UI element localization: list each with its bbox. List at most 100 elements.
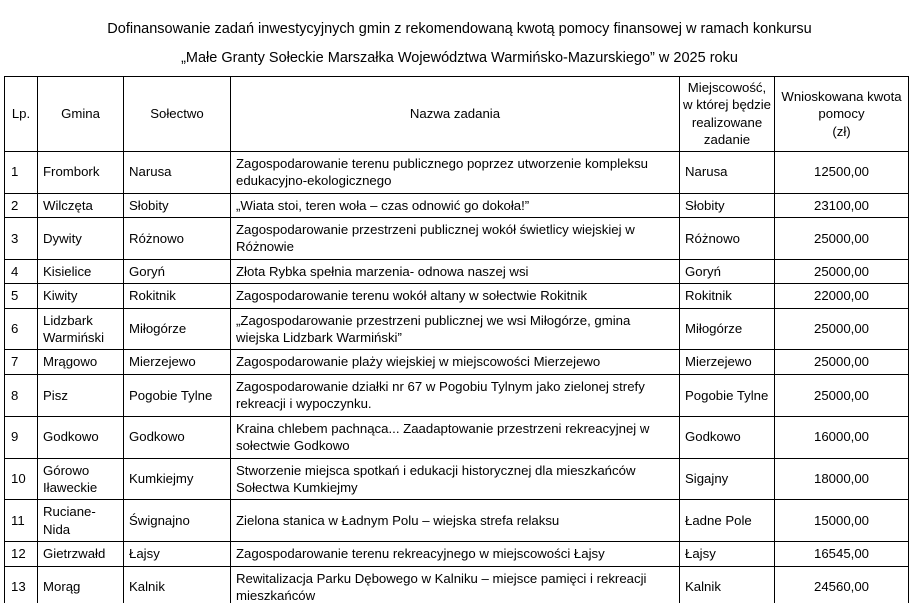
cell-lp: 7 [4,349,38,375]
cell-kwota: 25000,00 [774,349,909,375]
document-title-line2: „Małe Granty Sołeckie Marszałka Wojewódz… [181,50,738,66]
cell-kwota: 16545,00 [774,541,909,567]
cell-gmina: Górowo Iławeckie [37,457,124,501]
cell-kwota: 12500,00 [774,150,909,194]
header-lp: Lp. [4,76,38,152]
cell-miejscowosc: Mierzejewo [679,349,775,375]
cell-lp: 6 [4,307,38,351]
table-row: 8 Pisz Pogobie Tylne Zagospodarowanie dz… [4,373,909,417]
cell-kwota: 23100,00 [774,192,909,218]
cell-nazwa-zadania: „Zagospodarowanie przestrzeni publicznej… [230,307,680,351]
cell-solectwo: Kalnik [123,565,231,603]
cell-nazwa-zadania: Złota Rybka spełnia marzenia- odnowa nas… [230,258,680,285]
cell-miejscowosc: Słobity [679,192,775,218]
cell-nazwa-zadania: Kraina chlebem pachnąca... Zaadaptowanie… [230,415,680,459]
cell-solectwo: Miłogórze [123,307,231,351]
cell-nazwa-zadania: Zagospodarowanie przestrzeni publicznej … [230,216,680,260]
table-row: 1 Frombork Narusa Zagospodarowanie teren… [4,150,909,194]
table-row: 9 Godkowo Godkowo Kraina chlebem pachnąc… [4,415,909,459]
header-miejscowosc: Miejscowość, w której będzie realizowane… [679,76,775,152]
cell-lp: 11 [4,499,38,543]
cell-miejscowosc: Godkowo [679,415,775,459]
header-wnioskowana-kwota: Wnioskowana kwota pomocy (zł) [774,76,909,152]
table-row: 5 Kiwity Rokitnik Zagospodarowanie teren… [4,283,909,309]
document-title: Dofinansowanie zadań inwestycyjnych gmin… [0,0,919,73]
cell-gmina: Wilczęta [37,192,124,218]
cell-miejscowosc: Miłogórze [679,307,775,351]
cell-gmina: Mrągowo [37,349,124,375]
header-gmina: Gmina [37,76,124,152]
cell-kwota: 18000,00 [774,457,909,501]
cell-miejscowosc: Różnowo [679,216,775,260]
cell-nazwa-zadania: Zagospodarowanie terenu publicznego popr… [230,150,680,194]
document-title-line1: Dofinansowanie zadań inwestycyjnych gmin… [107,21,812,37]
cell-kwota: 22000,00 [774,283,909,309]
cell-lp: 13 [4,565,38,603]
grants-table: Lp. Gmina Sołectwo Nazwa zadania Miejsco… [4,76,909,603]
cell-lp: 3 [4,216,38,260]
cell-solectwo: Kumkiejmy [123,457,231,501]
cell-kwota: 16000,00 [774,415,909,459]
cell-miejscowosc: Kalnik [679,565,775,603]
cell-gmina: Lidzbark Warmiński [37,307,124,351]
cell-solectwo: Łajsy [123,541,231,567]
cell-solectwo: Pogobie Tylne [123,373,231,417]
table-row: 12 Gietrzwałd Łajsy Zagospodarowanie ter… [4,541,909,567]
cell-nazwa-zadania: Zagospodarowanie terenu wokół altany w s… [230,283,680,309]
cell-lp: 1 [4,150,38,194]
cell-kwota: 25000,00 [774,258,909,285]
cell-gmina: Frombork [37,150,124,194]
table-row: 3 Dywity Różnowo Zagospodarowanie przest… [4,216,909,260]
cell-kwota: 24560,00 [774,565,909,603]
cell-solectwo: Różnowo [123,216,231,260]
cell-solectwo: Godkowo [123,415,231,459]
header-nazwa-zadania: Nazwa zadania [230,76,680,152]
cell-nazwa-zadania: Zagospodarowanie terenu rekreacyjnego w … [230,541,680,567]
cell-nazwa-zadania: „Wiata stoi, teren woła – czas odnowić g… [230,192,680,218]
cell-miejscowosc: Goryń [679,258,775,285]
cell-solectwo: Mierzejewo [123,349,231,375]
table-row: 2 Wilczęta Słobity „Wiata stoi, teren wo… [4,192,909,218]
cell-nazwa-zadania: Zielona stanica w Ładnym Polu – wiejska … [230,499,680,543]
cell-lp: 9 [4,415,38,459]
cell-kwota: 15000,00 [774,499,909,543]
cell-gmina: Gietrzwałd [37,541,124,567]
cell-gmina: Morąg [37,565,124,603]
cell-lp: 5 [4,283,38,309]
cell-lp: 4 [4,258,38,285]
cell-solectwo: Rokitnik [123,283,231,309]
table-header-row: Lp. Gmina Sołectwo Nazwa zadania Miejsco… [4,76,909,152]
cell-solectwo: Słobity [123,192,231,218]
table-body: 1 Frombork Narusa Zagospodarowanie teren… [4,150,909,603]
cell-kwota: 25000,00 [774,216,909,260]
cell-gmina: Ruciane-Nida [37,499,124,543]
cell-nazwa-zadania: Rewitalizacja Parku Dębowego w Kalniku –… [230,565,680,603]
cell-miejscowosc: Ładne Pole [679,499,775,543]
table-row: 4 Kisielice Goryń Złota Rybka spełnia ma… [4,258,909,285]
table-row: 10 Górowo Iławeckie Kumkiejmy Stworzenie… [4,457,909,501]
cell-miejscowosc: Pogobie Tylne [679,373,775,417]
cell-solectwo: Śwignajno [123,499,231,543]
cell-miejscowosc: Narusa [679,150,775,194]
cell-gmina: Dywity [37,216,124,260]
cell-gmina: Kisielice [37,258,124,285]
table-row: 6 Lidzbark Warmiński Miłogórze „Zagospod… [4,307,909,351]
cell-lp: 8 [4,373,38,417]
cell-gmina: Kiwity [37,283,124,309]
cell-solectwo: Narusa [123,150,231,194]
table-row: 11 Ruciane-Nida Śwignajno Zielona stanic… [4,499,909,543]
cell-lp: 10 [4,457,38,501]
cell-nazwa-zadania: Zagospodarowanie działki nr 67 w Pogobiu… [230,373,680,417]
table-row: 7 Mrągowo Mierzejewo Zagospodarowanie pl… [4,349,909,375]
cell-kwota: 25000,00 [774,307,909,351]
cell-solectwo: Goryń [123,258,231,285]
cell-kwota: 25000,00 [774,373,909,417]
cell-miejscowosc: Łajsy [679,541,775,567]
cell-miejscowosc: Sigajny [679,457,775,501]
cell-nazwa-zadania: Zagospodarowanie plaży wiejskiej w miejs… [230,349,680,375]
cell-lp: 2 [4,192,38,218]
cell-nazwa-zadania: Stworzenie miejsca spotkań i edukacji hi… [230,457,680,501]
cell-gmina: Pisz [37,373,124,417]
header-solectwo: Sołectwo [123,76,231,152]
